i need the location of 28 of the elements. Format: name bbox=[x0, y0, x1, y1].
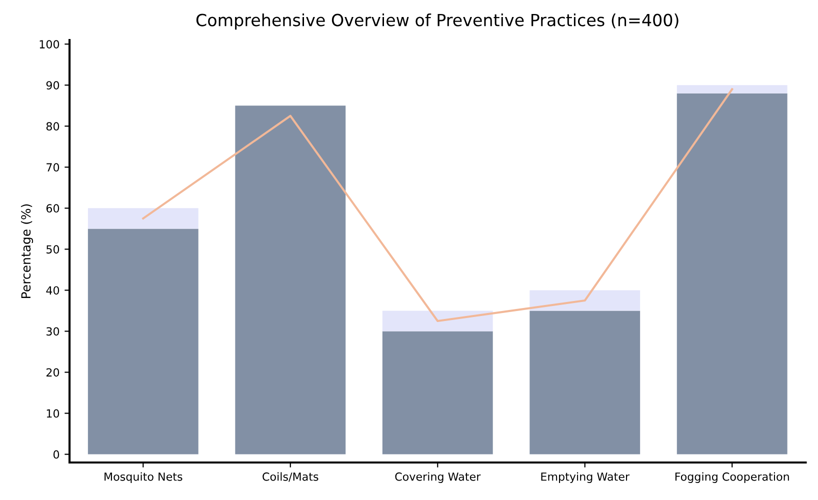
bar bbox=[88, 208, 198, 229]
bar bbox=[382, 331, 493, 454]
y-tick-label: 50 bbox=[46, 245, 60, 254]
y-tick-label: 80 bbox=[46, 122, 60, 131]
bar bbox=[676, 93, 788, 454]
y-tick-label: 30 bbox=[46, 327, 60, 336]
bar bbox=[530, 290, 640, 311]
y-tick-label: 20 bbox=[46, 368, 60, 377]
y-axis-title: Percentage (%) bbox=[20, 204, 34, 298]
x-tick-label: Emptying Water bbox=[541, 472, 630, 483]
y-tick-label: 40 bbox=[46, 286, 60, 295]
chart-title: Comprehensive Overview of Preventive Practices (n=400) bbox=[196, 13, 678, 30]
x-tick-label: Mosquito Nets bbox=[104, 472, 182, 483]
y-tick-label: 60 bbox=[46, 204, 60, 213]
x-tick-label: Fogging Cooperation bbox=[675, 472, 789, 483]
x-tick-label: Coils/Mats bbox=[262, 472, 318, 482]
y-tick-label: 90 bbox=[46, 81, 60, 90]
bar bbox=[676, 85, 788, 94]
bar bbox=[382, 310, 493, 332]
x-tick-label: Covering Water bbox=[395, 472, 481, 483]
bar bbox=[235, 106, 346, 454]
y-tick-label: 100 bbox=[40, 40, 60, 48]
bar bbox=[530, 310, 640, 454]
y-tick-label: 70 bbox=[46, 163, 60, 172]
y-tick-label: 0 bbox=[53, 450, 60, 459]
line-series bbox=[142, 88, 734, 322]
bar bbox=[88, 228, 198, 454]
y-tick-label: 10 bbox=[46, 409, 60, 418]
